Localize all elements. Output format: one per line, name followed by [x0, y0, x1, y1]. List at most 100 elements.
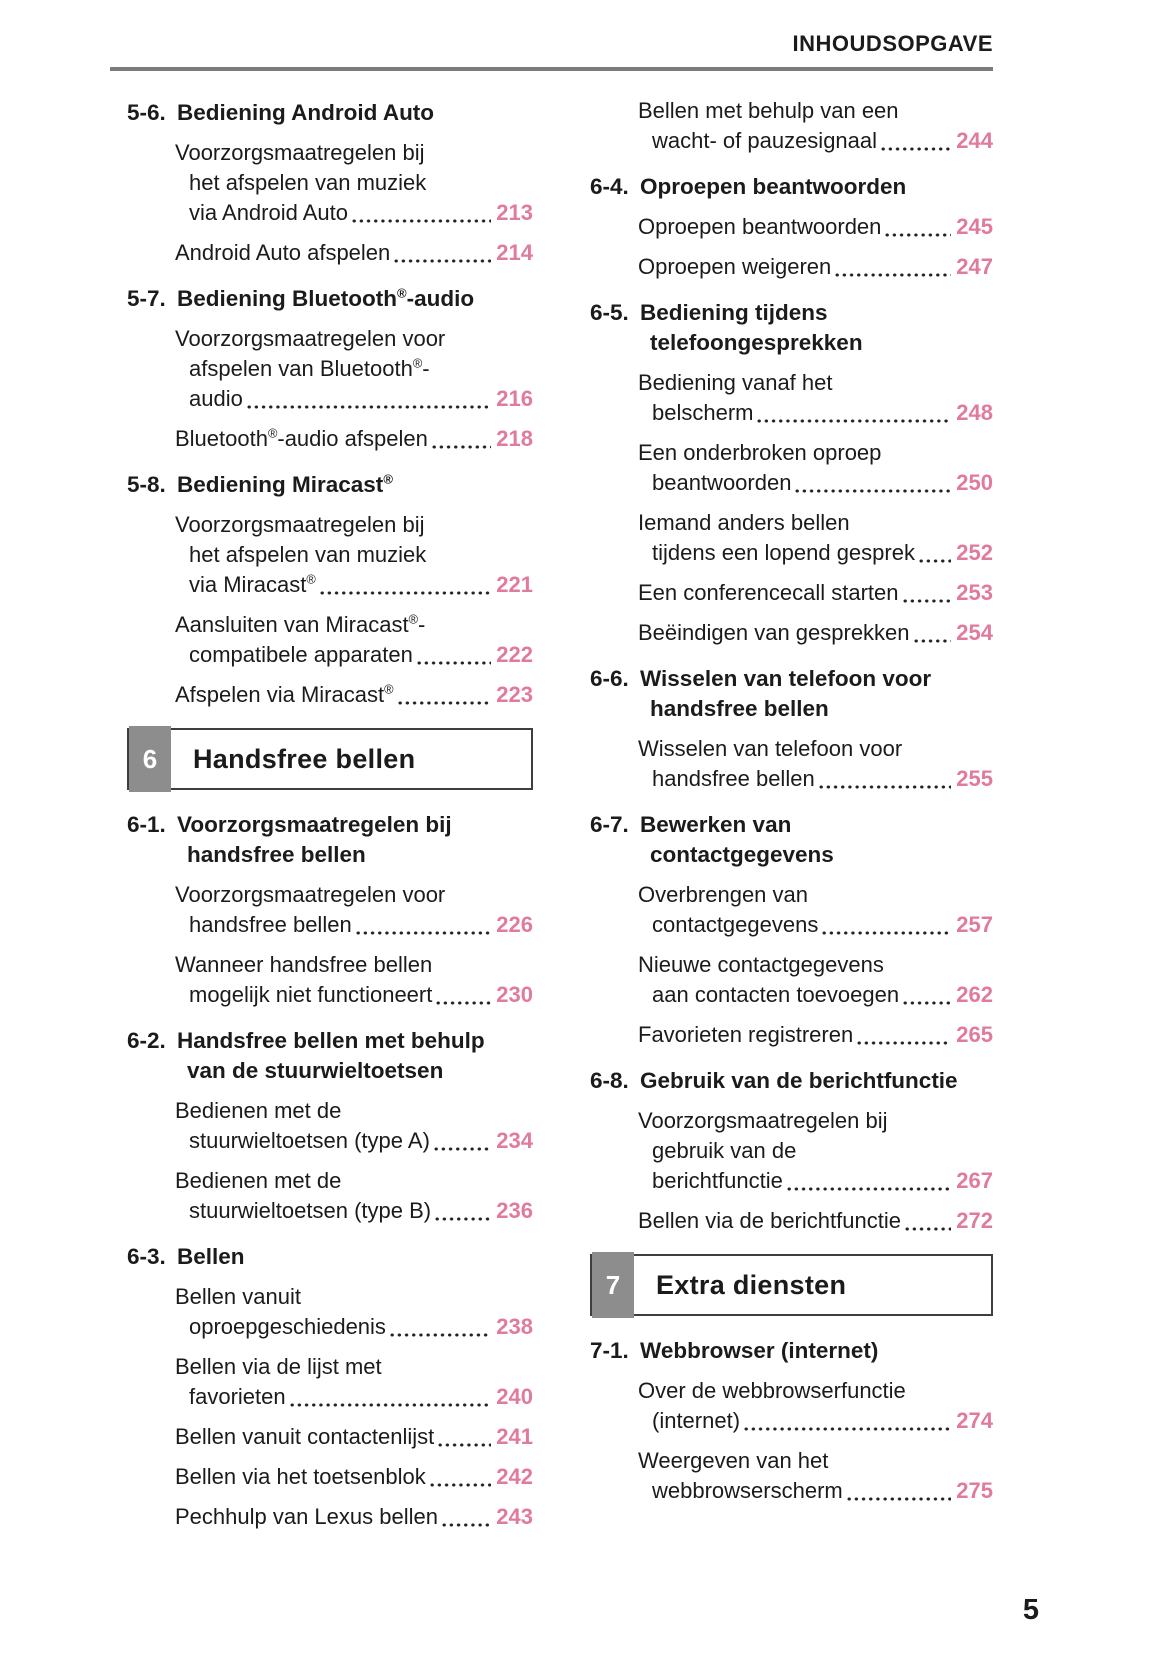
entry-label-line: Bedienen met de: [175, 1168, 342, 1193]
dot-leader: [903, 980, 952, 1010]
dot-leader: [355, 910, 492, 940]
entry-last-line: Favorieten registreren 265: [590, 1020, 993, 1050]
entry-label: Oproepen beantwoorden: [638, 214, 882, 239]
toc-entry: Nieuwe contactgegevens aan contacten toev…: [590, 950, 993, 1010]
entry-last-line: Bellen via de berichtfunctie 272: [590, 1206, 993, 1236]
section-title-line: Voorzorgsmaatregelen bij: [177, 812, 452, 837]
dot-leader: [846, 1476, 952, 1506]
entry-label: berichtfunctie: [652, 1168, 783, 1193]
entry-label-line: Aansluiten van Miracast®-: [175, 611, 426, 637]
page-number: 5: [1022, 1594, 1039, 1626]
dot-leader: [289, 1382, 492, 1412]
entry-label: contactgegevens: [652, 912, 819, 937]
dot-leader: [319, 570, 492, 600]
entry-label: webbrowserscherm: [652, 1478, 843, 1503]
entry-last-line: beantwoorden 250: [590, 468, 993, 498]
registered-mark-icon: ®: [306, 571, 316, 587]
entry-page-ref: 253: [956, 580, 993, 605]
toc-entry: Bediening vanaf het belscherm 248: [590, 368, 993, 428]
entry-label: (internet): [652, 1408, 741, 1433]
entry-page-ref: 248: [956, 400, 993, 425]
registered-mark-icon: ®: [396, 285, 407, 301]
entry-last-line: wacht- of pauzesignaal 244: [590, 126, 993, 156]
dot-leader: [918, 538, 952, 568]
entry-page-ref: 221: [496, 572, 533, 597]
entry-label-line: Iemand anders bellen: [638, 510, 850, 535]
entry-page-ref: 244: [956, 128, 993, 153]
toc-entry: Android Auto afspelen 214: [127, 238, 533, 268]
entry-label-line: Bellen via de lijst met: [175, 1354, 382, 1379]
registered-mark-icon: ®: [267, 425, 278, 441]
entry-label: Favorieten registreren: [638, 1022, 854, 1047]
entry-label-line: Voorzorgsmaatregelen bij: [175, 140, 425, 165]
entry-label-line: afspelen van Bluetooth®-: [189, 355, 430, 381]
entry-last-line: tijdens een lopend gesprek 252: [590, 538, 993, 568]
dot-leader: [786, 1166, 952, 1196]
entry-page-ref: 257: [956, 912, 993, 937]
entry-page-ref: 250: [956, 470, 993, 495]
entry-label: mogelijk niet functioneert: [189, 982, 433, 1007]
toc-section-heading: 6-8. Gebruik van de berichtfunctie: [590, 1066, 993, 1096]
entry-page-ref: 216: [496, 386, 533, 411]
entry-last-line: contactgegevens 257: [590, 910, 993, 940]
toc-entry: Voorzorgsmaatregelen bij gebruik van de be…: [590, 1106, 993, 1196]
dot-leader: [818, 764, 952, 794]
entry-last-line: stuurwieltoetsen (type A) 234: [127, 1126, 533, 1156]
entry-last-line: handsfree bellen 255: [590, 764, 993, 794]
entry-label: compatibele apparaten: [189, 642, 413, 667]
dot-leader: [397, 680, 492, 710]
entry-page-ref: 240: [496, 1384, 533, 1409]
section-title-line: telefoongesprekken: [650, 330, 863, 355]
entry-last-line: Bellen vanuit contactenlijst 241: [127, 1422, 533, 1452]
entry-page-ref: 226: [496, 912, 533, 937]
entry-label: via Android Auto: [189, 200, 349, 225]
entry-label-line: Nieuwe contactgegevens: [638, 952, 884, 977]
toc-entry: Voorzorgsmaatregelen bij het afspelen van…: [127, 138, 533, 228]
entry-label: tijdens een lopend gesprek: [652, 540, 915, 565]
toc-entry: Weergeven van het webbrowserscherm 275: [590, 1446, 993, 1506]
entry-label-line: Overbrengen van: [638, 882, 808, 907]
entry-label: handsfree bellen: [189, 912, 352, 937]
dot-leader: [757, 398, 952, 428]
section-number: 5-8.: [127, 472, 166, 497]
entry-page-ref: 267: [956, 1168, 993, 1193]
dot-leader: [835, 252, 952, 282]
toc-section-heading: 6-3. Bellen: [127, 1242, 533, 1272]
entry-last-line: via Android Auto 213: [127, 198, 533, 228]
dot-leader: [438, 1422, 492, 1452]
dot-leader: [744, 1406, 952, 1436]
entry-page-ref: 214: [496, 240, 533, 265]
toc-content: 5-6. Bediening Android Auto Voorzorgsmaatr…: [127, 96, 993, 1542]
chapter-banner: 7 Extra diensten: [590, 1252, 993, 1318]
section-number: 7-1.: [590, 1338, 629, 1363]
toc-entry: Bellen met behulp van een wacht- of pauze…: [590, 96, 993, 156]
entry-label-line: Wisselen van telefoon voor: [638, 736, 903, 761]
entry-page-ref: 223: [496, 682, 533, 707]
chapter-number-tab: 6: [129, 726, 171, 792]
entry-page-ref: 254: [956, 620, 993, 645]
entry-last-line: stuurwieltoetsen (type B) 236: [127, 1196, 533, 1226]
entry-label-line: Over de webbrowserfunctie: [638, 1378, 906, 1403]
entry-label-line: Bedienen met de: [175, 1098, 342, 1123]
entry-label-line: Voorzorgsmaatregelen bij: [175, 512, 425, 537]
registered-mark-icon: ®: [384, 681, 394, 697]
entry-page-ref: 255: [956, 766, 993, 791]
dot-leader: [246, 384, 492, 414]
dot-leader: [431, 424, 492, 454]
toc-entry: Pechhulp van Lexus bellen 243: [127, 1502, 533, 1532]
toc-section-heading: 6-6. Wisselen van telefoon voor handsfree …: [590, 664, 993, 724]
entry-page-ref: 247: [956, 254, 993, 279]
entry-label: aan contacten toevoegen: [652, 982, 900, 1007]
entry-page-ref: 265: [956, 1022, 993, 1047]
toc-section-heading: 6-4. Oproepen beantwoorden: [590, 172, 993, 202]
entry-last-line: Pechhulp van Lexus bellen 243: [127, 1502, 533, 1532]
toc-entry: Bellen via de berichtfunctie 272: [590, 1206, 993, 1236]
entry-label: Een conferencecall starten: [638, 580, 899, 605]
entry-label-line: Bediening vanaf het: [638, 370, 833, 395]
toc-entry: Wanneer handsfree bellen mogelijk niet fu…: [127, 950, 533, 1010]
toc-entry: Oproepen beantwoorden 245: [590, 212, 993, 242]
toc-column-right: Bellen met behulp van een wacht- of pauze…: [590, 96, 993, 1542]
entry-last-line: webbrowserscherm 275: [590, 1476, 993, 1506]
section-number: 6-1.: [127, 812, 166, 837]
section-number: 6-7.: [590, 812, 629, 837]
